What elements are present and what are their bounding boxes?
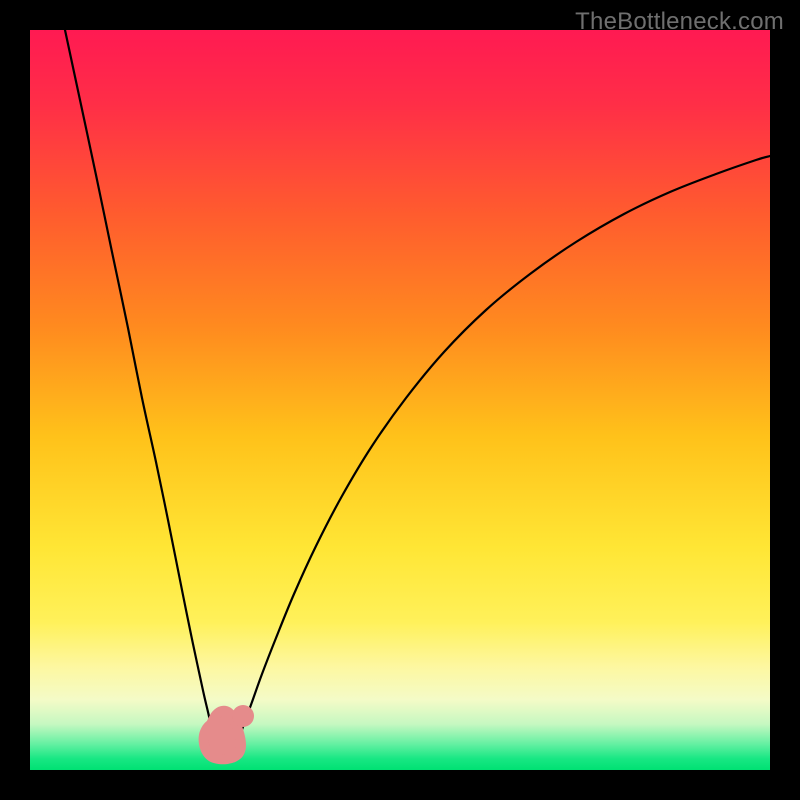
right-curve <box>236 156 770 746</box>
chart-container: TheBottleneck.com <box>0 0 800 800</box>
left-curve <box>65 30 217 746</box>
valley-marker-bump <box>232 705 254 727</box>
curves-layer <box>0 0 800 800</box>
watermark-text: TheBottleneck.com <box>575 8 784 36</box>
